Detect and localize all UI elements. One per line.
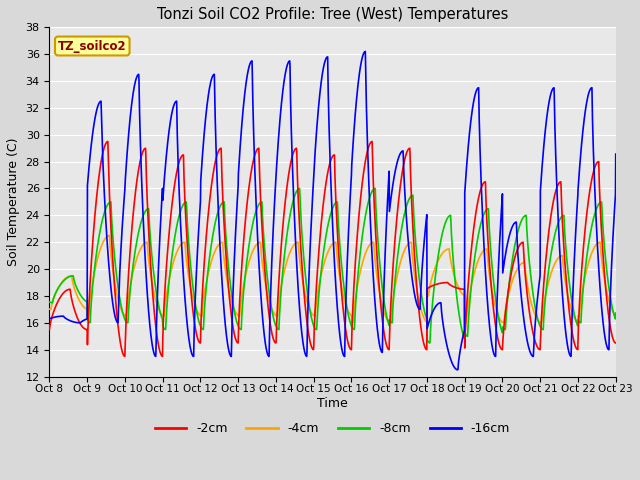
Legend: -2cm, -4cm, -8cm, -16cm: -2cm, -4cm, -8cm, -16cm bbox=[150, 417, 515, 440]
X-axis label: Time: Time bbox=[317, 397, 348, 410]
Y-axis label: Soil Temperature (C): Soil Temperature (C) bbox=[7, 138, 20, 266]
Title: Tonzi Soil CO2 Profile: Tree (West) Temperatures: Tonzi Soil CO2 Profile: Tree (West) Temp… bbox=[157, 7, 508, 22]
Text: TZ_soilco2: TZ_soilco2 bbox=[58, 39, 127, 52]
